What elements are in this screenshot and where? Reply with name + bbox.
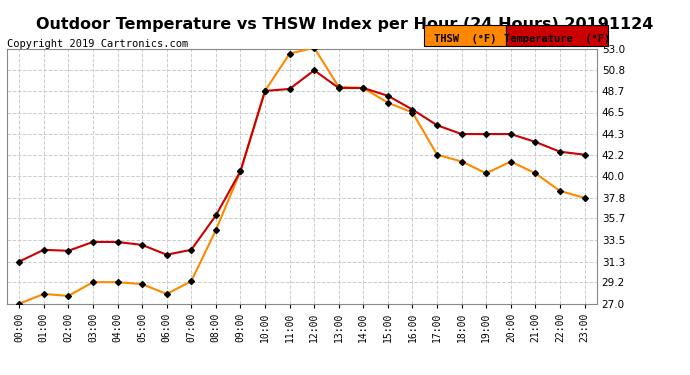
Text: THSW  (°F): THSW (°F) — [434, 34, 496, 44]
Text: Outdoor Temperature vs THSW Index per Hour (24 Hours) 20191124: Outdoor Temperature vs THSW Index per Ho… — [37, 17, 653, 32]
Text: Copyright 2019 Cartronics.com: Copyright 2019 Cartronics.com — [7, 39, 188, 50]
Text: Temperature  (°F): Temperature (°F) — [504, 34, 610, 44]
